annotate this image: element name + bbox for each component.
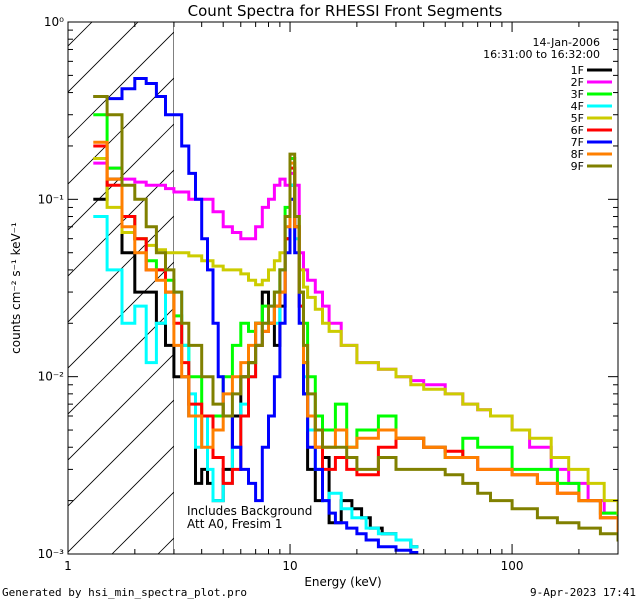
y-axis-label: counts cm⁻² s⁻¹ keV⁻¹ xyxy=(9,222,23,354)
axes xyxy=(67,21,619,555)
legend-label-9f: 9F xyxy=(571,160,584,173)
hatch-line xyxy=(68,169,174,277)
y-tick-label: 10⁻³ xyxy=(38,547,65,561)
legend-label-6f: 6F xyxy=(571,124,584,137)
date-label: 14-Jan-2006 xyxy=(533,36,601,49)
annotation-line-2: Att A0, Fresim 1 xyxy=(187,517,283,531)
legend-label-4f: 4F xyxy=(571,100,584,113)
series-line-5f xyxy=(93,157,618,515)
legend-label-8f: 8F xyxy=(571,148,584,161)
x-tick-label: 10 xyxy=(282,559,297,573)
plot-frame xyxy=(67,21,619,555)
legend-label-2f: 2F xyxy=(571,76,584,89)
x-axis-label: Energy (keV) xyxy=(304,575,381,589)
x-tick-label: 100 xyxy=(501,559,524,573)
series-layer xyxy=(93,77,618,554)
hatch-line xyxy=(68,123,174,231)
legend-label-7f: 7F xyxy=(571,136,584,149)
chart-title: Count Spectra for RHESSI Front Segments xyxy=(188,2,503,20)
background-hatch-region xyxy=(68,22,174,554)
x-tick-label: 1 xyxy=(64,559,72,573)
y-tick-label: 10⁰ xyxy=(44,15,64,29)
legend-label-1f: 1F xyxy=(571,64,584,77)
legend-label-3f: 3F xyxy=(571,88,584,101)
time-range-label: 16:31:00 to 16:32:00 xyxy=(483,48,600,61)
y-tick-label: 10⁻² xyxy=(38,370,65,384)
tick-labels: 1 10 100 10⁻³ 10⁻² 10⁻¹ 10⁰ xyxy=(38,15,524,573)
series-line-8f xyxy=(93,140,618,536)
legend-label-5f: 5F xyxy=(571,112,584,125)
hatch-line xyxy=(68,353,174,461)
hatch-line xyxy=(68,399,174,507)
series-line-7f xyxy=(93,77,419,554)
footer-timestamp: 9-Apr-2023 17:41 xyxy=(530,586,636,599)
annotation-line-1: Includes Background xyxy=(187,504,312,518)
y-tick-label: 10⁻¹ xyxy=(38,192,65,206)
series-line-9f xyxy=(93,95,618,542)
footer-generated-by: Generated by hsi_min_spectra_plot.pro xyxy=(2,586,247,599)
